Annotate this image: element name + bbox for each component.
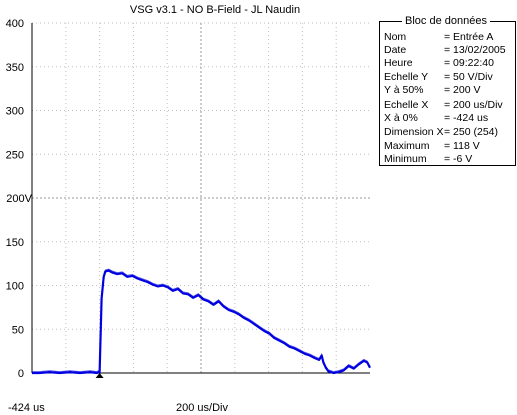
info-value: = -424 us (444, 112, 489, 124)
chart-title: VSG v3.1 - NO B-Field - JL Naudin (130, 4, 300, 16)
info-row-y-50: Y à 50% = 200 V (384, 84, 516, 96)
info-row-echelle-x: Echelle X = 200 us/Div (384, 99, 516, 111)
y-tick-label: 50 (12, 324, 24, 336)
x-scale-label: 200 us/Div (176, 402, 228, 414)
info-key: Echelle Y (384, 71, 429, 83)
info-key: Nom (384, 31, 407, 43)
info-value: = 200 us/Div (444, 99, 503, 111)
x-origin-label: -424 us (8, 402, 45, 414)
info-row-x-0: X à 0% = -424 us (384, 112, 516, 124)
data-block-title: Bloc de données (402, 14, 490, 28)
y-tick-label: 350 (6, 62, 24, 74)
info-value: = 50 V/Div (444, 71, 493, 83)
data-block-panel: Bloc de données Nom = Entrée A Date = 13… (379, 14, 516, 166)
y-tick-label: 0 (18, 368, 24, 380)
y-tick-labels: 0 50 100 150 200V 250 300 350 400 (6, 18, 33, 380)
info-row-dimension-x: Dimension X = 250 (254) (384, 126, 516, 138)
info-value: = 118 V (444, 140, 480, 152)
trigger-marker-icon (95, 373, 104, 378)
trace (32, 268, 371, 375)
info-key: Minimum (384, 153, 427, 165)
info-value: = 200 V (444, 84, 481, 96)
grid (32, 22, 370, 373)
info-key: Maximum (384, 140, 430, 152)
y-tick-label: 400 (6, 18, 24, 30)
y-tick-label: 300 (6, 106, 24, 118)
y-tick-label: 200V (6, 193, 32, 205)
info-key: Date (384, 44, 407, 56)
y-tick-label: 100 (6, 281, 24, 293)
info-row-maximum: Maximum = 118 V (384, 140, 516, 152)
info-key: Dimension X (384, 126, 444, 138)
info-row-date: Date = 13/02/2005 (384, 44, 516, 56)
info-value: = 13/02/2005 (444, 44, 506, 56)
info-row-minimum: Minimum = -6 V (384, 153, 516, 165)
info-row-echelle-y: Echelle Y = 50 V/Div (384, 71, 516, 83)
info-value: = 09:22:40 (444, 57, 494, 69)
signal-trace-envelope (32, 268, 371, 373)
info-key: Y à 50% (384, 84, 424, 96)
info-key: Echelle X (384, 99, 429, 111)
info-row-heure: Heure = 09:22:40 (384, 57, 516, 69)
info-value: = 250 (254) (444, 126, 498, 138)
trigger-marker-layer (95, 373, 104, 378)
y-tick-label: 250 (6, 149, 24, 161)
info-key: X à 0% (384, 112, 418, 124)
info-row-nom: Nom = Entrée A (384, 31, 516, 43)
info-value: = Entrée A (444, 31, 494, 43)
y-tick-label: 150 (6, 237, 24, 249)
info-key: Heure (384, 57, 413, 69)
info-value: = -6 V (444, 153, 473, 165)
